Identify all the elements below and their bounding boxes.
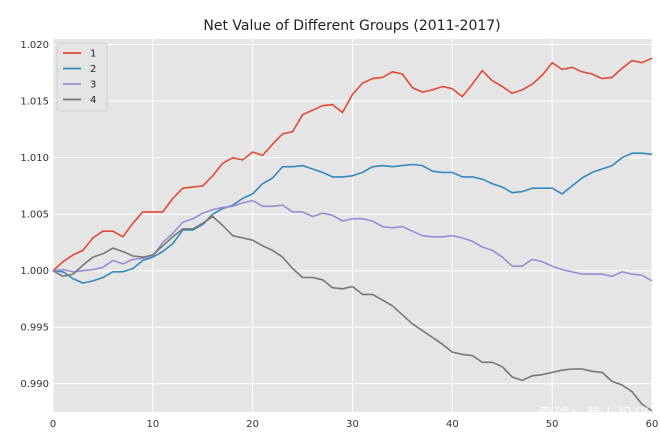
legend-label-3: 3 xyxy=(90,80,96,91)
series-line-3 xyxy=(52,199,653,282)
series-line-4 xyxy=(52,215,653,412)
legend-label-2: 2 xyxy=(90,64,96,75)
x-tick-label: 40 xyxy=(446,419,459,430)
series-line-2 xyxy=(52,152,653,284)
series-lines xyxy=(52,57,653,412)
y-tick-label: 1.020 xyxy=(20,40,49,51)
y-tick-label: 1.015 xyxy=(20,97,49,108)
x-tick-label: 20 xyxy=(246,419,259,430)
legend-label-4: 4 xyxy=(90,95,96,106)
y-tick-label: 1.005 xyxy=(20,210,49,221)
y-tick-label: 1.000 xyxy=(20,266,49,277)
chart-title: Net Value of Different Groups (2011-2017… xyxy=(203,18,500,34)
legend-box xyxy=(56,42,108,112)
x-tick-label: 0 xyxy=(50,419,56,430)
x-tick-label: 30 xyxy=(346,419,359,430)
x-tick-label: 50 xyxy=(546,419,559,430)
legend-label-1: 1 xyxy=(90,49,96,60)
watermark: 雪球：萝卜投研 xyxy=(537,405,650,423)
axis-ticks: 0 10 20 30 40 50 60 0.990 0.995 1.000 1.005 1.010 1.… xyxy=(20,40,658,430)
legend: 1 2 3 4 xyxy=(56,42,108,112)
x-tick-label: 60 xyxy=(646,419,659,430)
series-line-1 xyxy=(52,57,653,272)
grid xyxy=(52,39,653,412)
x-tick-label: 10 xyxy=(146,419,159,430)
y-tick-label: 1.010 xyxy=(20,153,49,164)
y-tick-label: 0.995 xyxy=(20,323,49,334)
y-tick-label: 0.990 xyxy=(20,379,49,390)
